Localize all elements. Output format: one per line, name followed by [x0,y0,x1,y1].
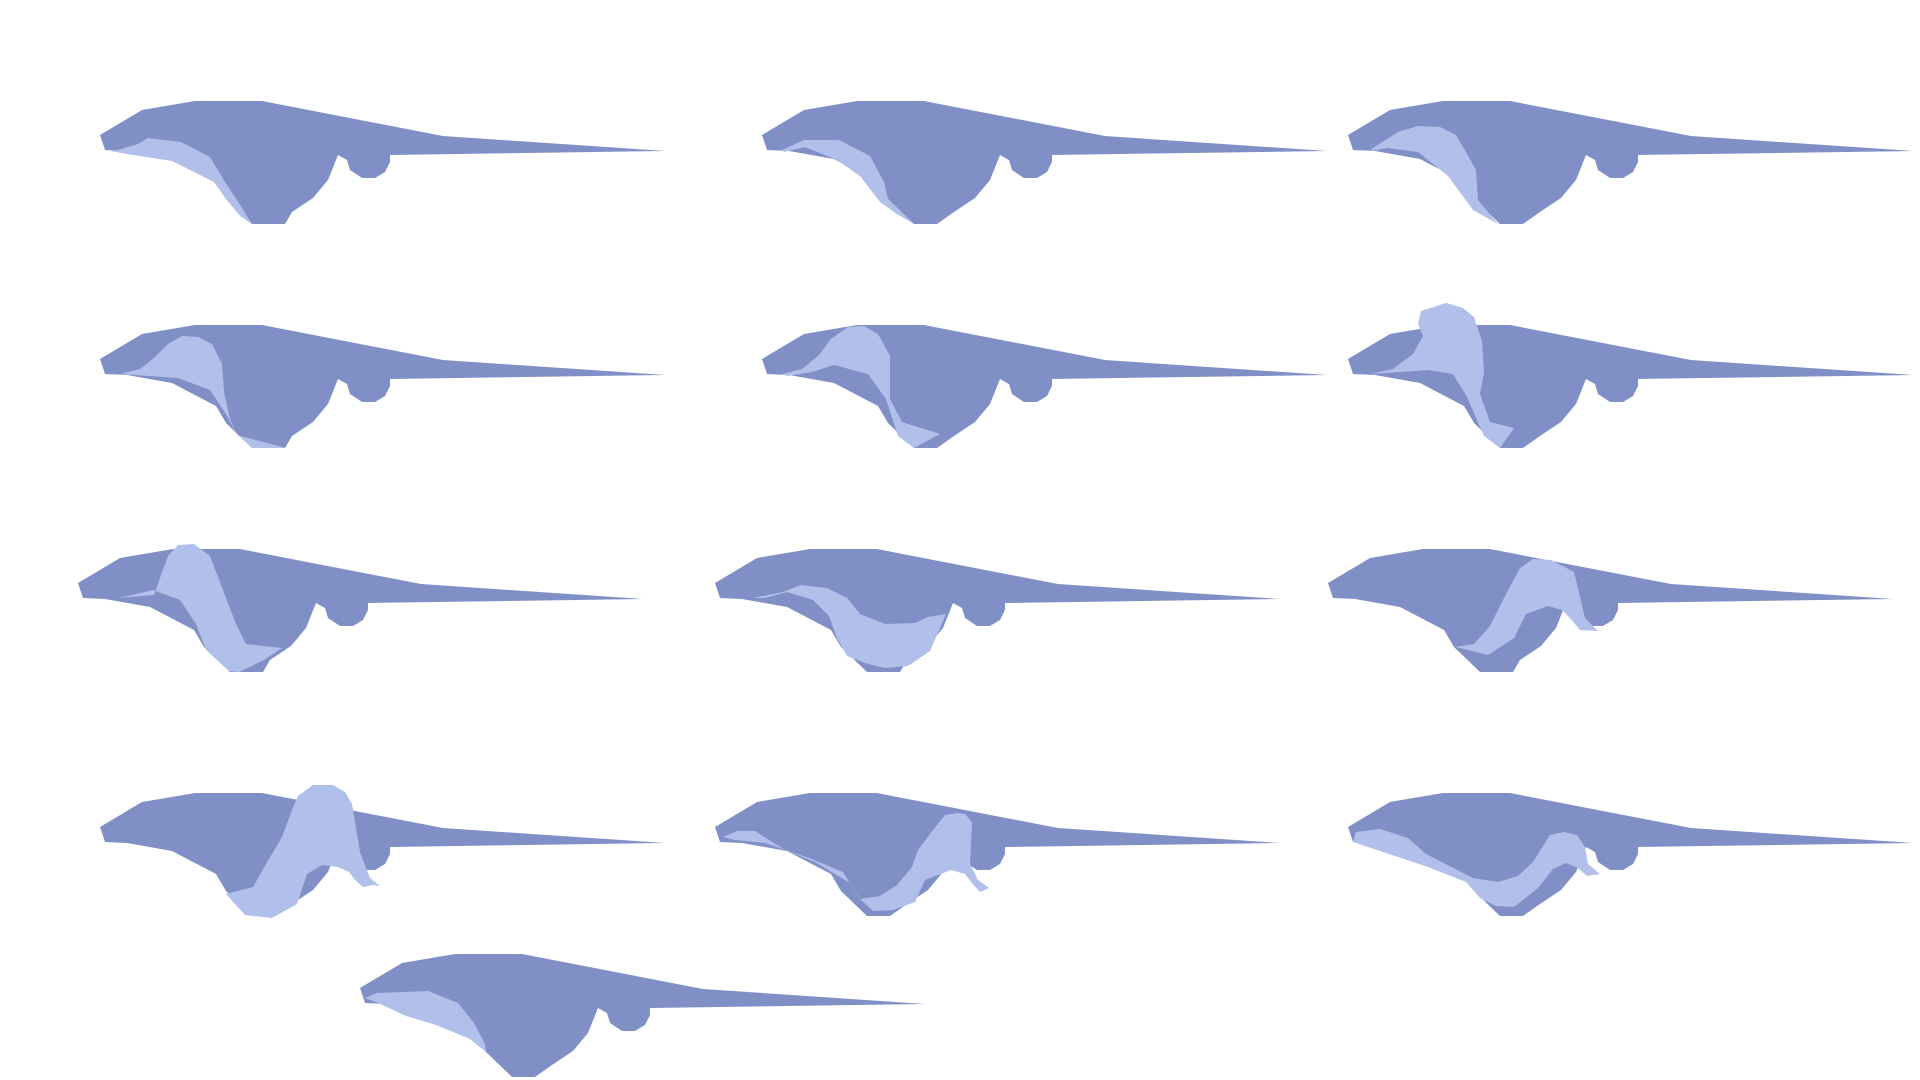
panel-7-overlay-shape [118,544,282,672]
panel-3 [1348,101,1913,224]
panel-11-overlay-shape [723,813,989,911]
panel-9 [1328,549,1893,672]
panel-13 [360,954,925,1077]
panel-12 [1348,793,1913,916]
panel-13-base-shape [360,954,925,1077]
panel-9-base-shape [1328,549,1893,672]
panel-7-base-shape [78,549,643,672]
panel-5-overlay-shape [782,326,940,448]
panel-10 [100,785,665,918]
panel-7 [78,544,643,672]
panel-1 [100,101,665,224]
panel-8-base-shape [715,549,1280,672]
panel-4 [100,325,665,448]
panel-10-overlay-shape [226,785,380,918]
panel-12-base-shape [1348,793,1913,916]
panel-9-overlay-shape [1455,559,1598,655]
panel-5-base-shape [762,325,1327,448]
panel-1-base-shape [100,101,665,224]
panel-13-overlay-shape [365,991,486,1052]
panel-2 [762,101,1327,224]
panel-6-overlay-shape [1370,303,1514,448]
panel-6 [1348,303,1913,448]
panel-3-overlay-shape [1370,126,1498,224]
panel-3-base-shape [1348,101,1913,224]
panel-12-overlay-shape [1353,829,1600,907]
panel-4-base-shape [100,325,665,448]
panel-6-base-shape [1348,325,1913,448]
panel-4-overlay-shape [120,336,286,448]
panel-11 [715,793,1280,916]
panel-11-base-shape [715,793,1280,916]
panel-2-base-shape [762,101,1327,224]
panel-8-overlay-shape [753,585,946,668]
panel-10-base-shape [100,793,665,916]
panel-5 [762,325,1327,448]
panel-1-overlay-shape [110,138,252,224]
panel-2-overlay-shape [782,140,914,224]
panel-8 [715,549,1280,672]
